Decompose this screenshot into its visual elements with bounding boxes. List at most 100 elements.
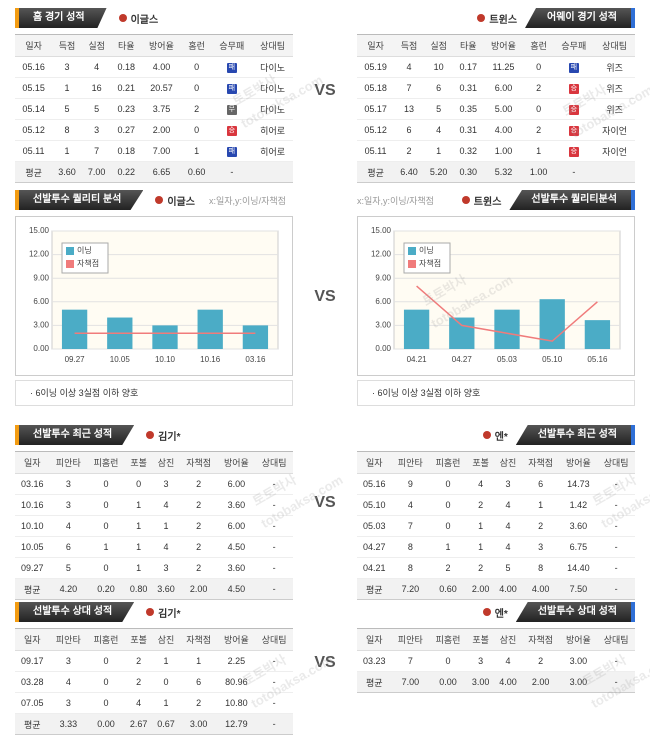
table-cell: 6.00 [217, 473, 256, 495]
table-cell: 05.03 [357, 515, 392, 537]
legend-swatch [408, 260, 416, 268]
table-cell: 9 [391, 473, 430, 495]
vs-label: VS [314, 288, 336, 305]
x-tick-label: 10.10 [155, 355, 176, 364]
team: 김기* [142, 428, 180, 443]
table-cell: 2 [179, 494, 218, 516]
team-name: 트윈스 [489, 14, 518, 26]
table-cell: 4.00 [494, 578, 522, 600]
bar [152, 325, 178, 349]
column-header: 홈런 [181, 34, 212, 57]
table-row: 05.10 4 0 2 4 1 1.42- [357, 494, 635, 516]
column-header: 방어율 [217, 628, 256, 651]
column-header: 일자 [357, 34, 395, 57]
panel: 선발투수 최근 성적 김기* 일자 피안타 피홈런 포볼 삼진 자책점 방어율 상대팀 03.16 3… [15, 425, 293, 600]
panel-header: 선발투수 최근 성적 김기* [15, 425, 293, 445]
table-cell: 4.00 [483, 119, 524, 141]
table-cell: - [211, 161, 253, 183]
team: 이글스 [151, 193, 195, 208]
x-tick-label: 09.27 [65, 355, 86, 364]
table-cell: 0 [429, 473, 467, 495]
header-tab: 어웨이 경기 성적 [525, 8, 635, 28]
table-cell: 10 [423, 56, 454, 78]
panel-header: 선발투수 퀄리티 분석 이글스 x:일자,y:이닝/자책점 [15, 190, 293, 210]
team-name: 이글스 [130, 14, 159, 26]
column-header: 자책점 [521, 628, 560, 651]
table-cell: 16 [81, 77, 112, 99]
table-cell: 자이언 [594, 119, 635, 141]
column-header: 방어율 [483, 34, 524, 57]
table-cell: 4 [494, 494, 522, 516]
column-header: 피홈런 [429, 628, 467, 651]
table-cell: 4.00 [494, 671, 522, 693]
table-cell: 다이노 [252, 56, 293, 78]
table-cell: 0.20 [87, 578, 125, 600]
table-cell: 6 [423, 77, 454, 99]
table-cell: 3 [466, 650, 495, 672]
table-cell: - [255, 515, 293, 537]
table-row: 05.18 7 6 0.31 6.00 2 승 위즈 [357, 77, 635, 99]
team-name: 이글스 [167, 196, 195, 208]
table-cell: 1 [124, 557, 153, 579]
table-cell: 8 [521, 557, 560, 579]
table-cell: - [255, 578, 293, 600]
column-header: 피안타 [49, 628, 88, 651]
table-cell: 09.27 [15, 557, 50, 579]
table-cell: 패 [553, 56, 595, 78]
table-cell: 0.80 [124, 578, 153, 600]
table-cell: 1 [52, 140, 82, 162]
table-cell: 5.00 [483, 98, 524, 120]
x-tick-label: 10.05 [110, 355, 131, 364]
bar [403, 309, 430, 349]
table-row: 평균 3.33 0.00 2.67 0.67 3.00 12.79- [15, 713, 293, 735]
table-cell: 2 [521, 515, 560, 537]
table-cell: 4 [494, 650, 522, 672]
data-table: 일자 피안타 피홈런 포볼 삼진 자책점 방어율 상대팀 05.16 9 0 4 3 6 14.73-05.… [357, 451, 635, 600]
table-cell: 2 [466, 494, 495, 516]
table-row: 10.05 6 1 1 4 2 4.50- [15, 536, 293, 558]
table-cell: 패 [211, 77, 253, 99]
legend-swatch [66, 260, 74, 268]
table-cell: 히어로 [252, 119, 293, 141]
table-row: 05.11 2 1 0.32 1.00 1 승 자이언 [357, 140, 635, 162]
table-cell: 20.57 [141, 77, 182, 99]
table-cell: 0.32 [453, 140, 484, 162]
chart-box: 0.00 3.00 6.00 9.00 12.00 15.00 09.27 10.05 10.1… [15, 216, 293, 376]
y-tick-label: 3.00 [375, 321, 391, 330]
table-cell: 3.00 [559, 671, 598, 693]
table-cell: 평균 [15, 578, 50, 600]
column-header: 자책점 [521, 451, 560, 474]
team-logo [477, 14, 486, 22]
table-cell: - [597, 494, 635, 516]
column-header: 포볼 [124, 451, 153, 474]
table-cell: 위즈 [594, 56, 635, 78]
table-cell: 6.40 [394, 161, 424, 183]
table-cell: 1 [124, 536, 153, 558]
table-cell: 04.21 [357, 557, 392, 579]
table-row: 평균 7.20 0.60 2.00 4.00 4.00 7.50- [357, 578, 635, 600]
table-cell: 0.60 [429, 578, 467, 600]
table-cell: 1 [87, 536, 125, 558]
table-cell: 0 [87, 692, 125, 714]
table-cell: - [597, 671, 635, 693]
y-tick-label: 15.00 [29, 226, 50, 235]
table-cell: 4 [81, 56, 112, 78]
table-cell: 6 [394, 119, 424, 141]
table-cell: 05.19 [357, 56, 395, 78]
header-row: 일자 피안타 피홈런 포볼 삼진 자책점 방어율 상대팀 [15, 628, 293, 651]
table-cell: 6 [179, 671, 218, 693]
team-name: 김기* [158, 431, 181, 443]
column-header: 일자 [357, 628, 392, 651]
table-cell: - [255, 671, 293, 693]
table-row: 05.16 3 4 0.18 4.00 0 패 다이노 [15, 56, 293, 78]
data-table: 일자 득점 실점 타율 방어율 홈런 승무패 상대팀 05.19 4 10 0.17 11.25 0 패 위즈… [357, 34, 635, 183]
table-cell: - [255, 650, 293, 672]
x-tick-label: 03.16 [245, 355, 266, 364]
table-row: 05.11 1 7 0.18 7.00 1 패 히어로 [15, 140, 293, 162]
table-cell: 0.60 [181, 161, 212, 183]
table-cell: 6.00 [217, 515, 256, 537]
table-cell: 7.00 [81, 161, 112, 183]
bar [494, 309, 520, 349]
table-cell: 2 [124, 671, 153, 693]
